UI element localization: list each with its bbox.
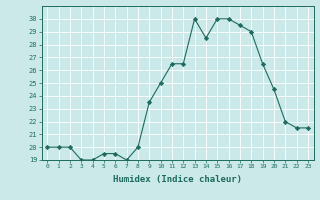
X-axis label: Humidex (Indice chaleur): Humidex (Indice chaleur) bbox=[113, 175, 242, 184]
